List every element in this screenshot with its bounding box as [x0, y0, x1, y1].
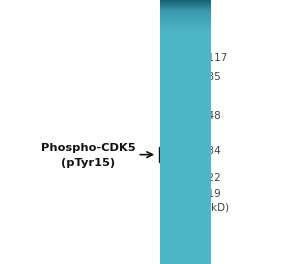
Text: (pTyr15): (pTyr15)	[61, 158, 115, 168]
Text: Phospho-CDK5: Phospho-CDK5	[41, 143, 135, 153]
Text: --117: --117	[201, 53, 228, 63]
Text: --85: --85	[201, 72, 222, 82]
Bar	[159, 147, 199, 162]
Text: --19: --19	[201, 189, 222, 199]
Text: --48: --48	[201, 111, 222, 121]
Text: --22: --22	[201, 173, 222, 183]
Text: (kD): (kD)	[207, 202, 230, 213]
Text: --34: --34	[201, 146, 222, 155]
